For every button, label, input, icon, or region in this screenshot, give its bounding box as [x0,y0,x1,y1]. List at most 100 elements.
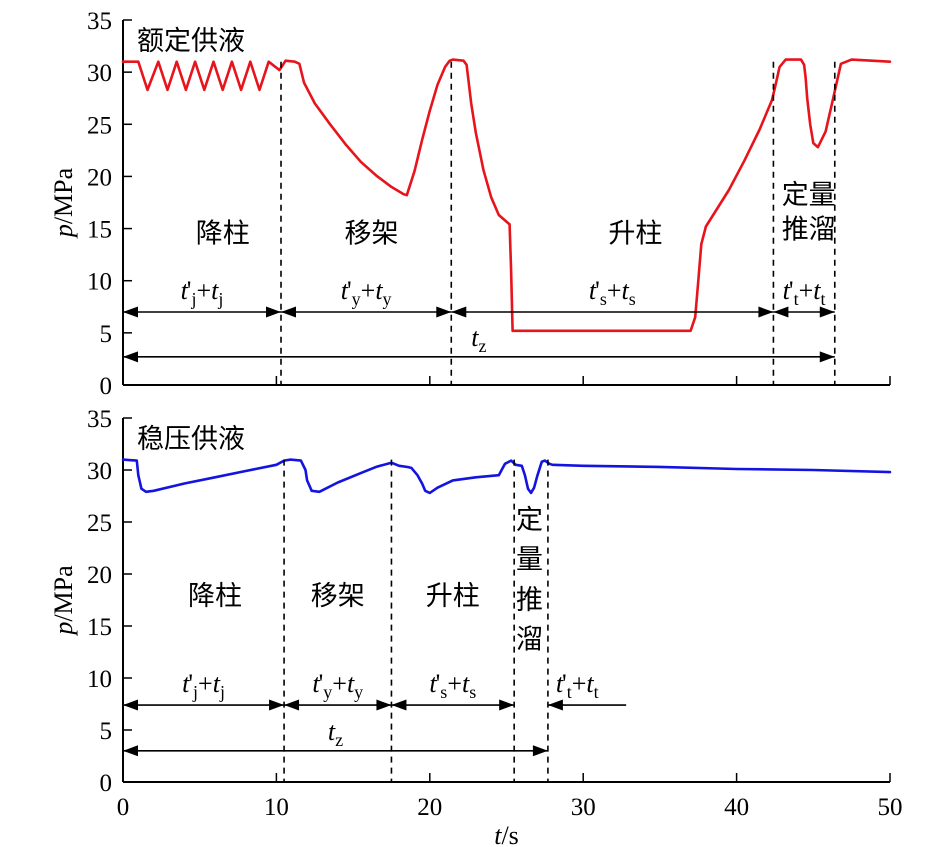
arrow-head-left [123,351,138,363]
x-axis-label: t/s [494,821,519,847]
interval-label-t2: t [213,669,221,698]
y-axis-label-unit: /MPa [49,167,78,224]
y-tick-label: 15 [87,614,112,641]
arrow-head-right [269,699,285,711]
phase-label: 降柱 [196,219,250,250]
interval-label-prime: ' [436,669,441,698]
x-tick-label: 20 [417,794,442,821]
arrow-head-right [436,306,452,318]
interval-label: t's+ts [429,669,476,702]
x-tick-label: 10 [264,794,289,821]
interval-label-sub: t [567,682,572,702]
arrow-head-right [819,351,835,363]
interval-label-prime: ' [595,276,600,305]
interval-label-plus: + [607,276,622,305]
phase-label: 量 [516,544,543,575]
pressure-curve [121,458,892,495]
y-tick-label: 35 [87,406,112,433]
interval-label-sub: s [440,682,447,702]
interval-label-t2: t [211,276,219,305]
arrow-head-right [819,306,835,318]
phase-label: 推溜 [782,215,836,246]
phase-label: 定 [516,505,543,536]
arrow-head-left [284,699,300,711]
y-axis-label-unit: /MPa [49,565,78,622]
phase-label: 定量 [782,180,836,211]
total-label-sub: z [479,336,487,356]
interval-label-plus: + [361,276,376,305]
arrow-head-right [532,745,548,757]
interval-label-plus: + [198,669,213,698]
y-tick-label: 5 [100,718,113,745]
interval-label-sub2: y [383,289,392,309]
interval-label-sub2: s [629,289,636,309]
interval-label-prime: ' [188,669,193,698]
y-tick-label: 15 [87,217,112,244]
interval-label-t: t [341,276,349,305]
interval-label-prime: ' [789,276,794,305]
y-tick-label: 20 [87,164,112,191]
arrow-head-left [451,306,467,318]
interval-label-t: t [181,276,189,305]
interval-label: t't+tt [556,669,599,702]
interval-label-sub2: s [469,682,476,702]
interval-label-prime: ' [347,276,352,305]
y-axis-label-var: p [49,622,78,637]
phase-label: 移架 [311,581,365,612]
interval-label-t2: t [347,669,355,698]
interval-label: t't+tt [783,276,826,309]
phase-label: 推 [516,585,543,616]
arrow-head-right [758,306,774,318]
total-label: tz [328,717,343,750]
arrow-head-left [773,306,789,318]
interval-label-t: t [312,669,320,698]
interval-label-prime: ' [319,669,324,698]
y-tick-label: 25 [87,112,112,139]
y-tick-label: 20 [87,562,112,589]
total-label-t: t [328,717,336,746]
arrow-head-left [123,306,138,318]
interval-label-sub: j [192,682,198,702]
phase-label: 升柱 [608,219,662,250]
arrow-head-right [499,699,515,711]
interval-label-plus: + [572,669,587,698]
y-tick-label: 0 [100,373,113,400]
interval-label-sub2: t [821,289,826,309]
panel-title: 额定供液 [137,26,245,57]
interval-label-sub: y [352,289,361,309]
interval-label-sub: t [794,289,799,309]
y-axis-label-var: p [49,224,78,239]
interval-label-t: t [182,669,190,698]
y-tick-label: 0 [100,770,113,797]
x-tick-label: 50 [878,794,903,821]
arrow-head-left [281,306,297,318]
interval-label-sub: j [190,289,196,309]
interval-label-plus: + [799,276,814,305]
interval-label-t: t [589,276,597,305]
y-tick-label: 5 [100,321,113,348]
phase-label: 溜 [516,624,543,655]
arrow-head-right [266,306,282,318]
interval-label-plus: + [332,669,347,698]
y-tick-label: 25 [87,510,112,537]
y-tick-label: 30 [87,458,112,485]
interval-label-sub: y [323,682,332,702]
arrow-head-right [376,699,392,711]
y-axis-label: p/MPa [49,565,78,637]
pressure-curve [121,58,892,333]
x-tick-label: 0 [117,794,130,821]
interval-label-plus: + [447,669,462,698]
interval-label: t'j+tj [181,276,224,309]
y-tick-label: 30 [87,60,112,87]
interval-label-sub2: j [217,289,223,309]
arrow-head-left [123,745,138,757]
interval-label-t2: t [622,276,630,305]
interval-label: t'j+tj [182,669,225,702]
y-axis-label: p/MPa [49,167,78,239]
interval-label: t's+ts [589,276,636,309]
y-tick-label: 10 [87,269,112,296]
interval-label-prime: ' [187,276,192,305]
x-axis-label-unit: /s [501,821,518,847]
